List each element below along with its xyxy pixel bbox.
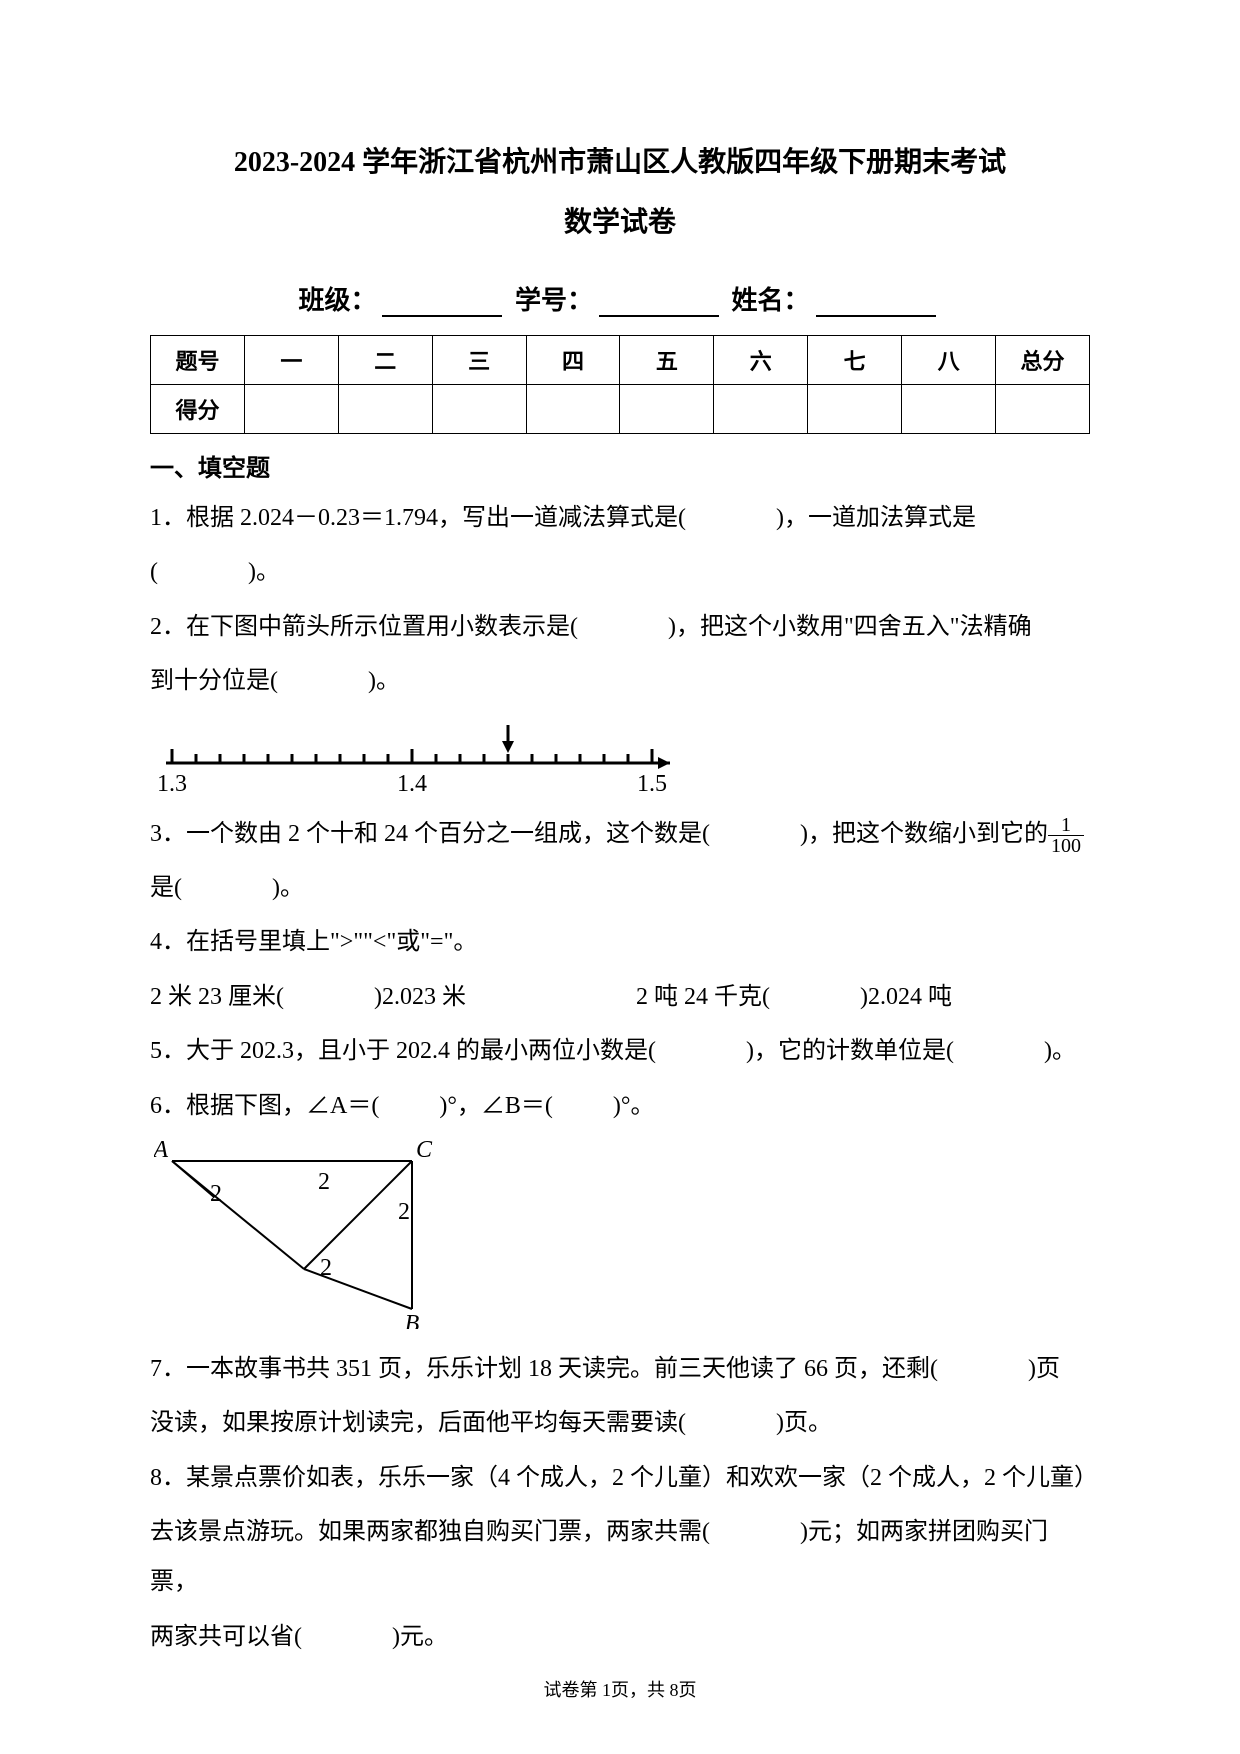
svg-text:2: 2 <box>320 1255 332 1281</box>
q3-a: 3．一个数由 2 个十和 24 个百分之一组成，这个数是( <box>150 821 710 847</box>
score-table: 题号 一 二 三 四 五 六 七 八 总分 得分 <box>150 335 1090 434</box>
q1-d: )。 <box>248 559 280 585</box>
q2-a: 2．在下图中箭头所示位置用小数表示是( <box>150 614 578 640</box>
q1-b: )，一道加法算式是 <box>776 505 976 531</box>
student-info-row: 班级： 学号： 姓名： <box>150 280 1090 317</box>
svg-text:2: 2 <box>210 1181 222 1207</box>
question-1-cont: ( )。 <box>150 547 1090 597</box>
svg-text:C: C <box>416 1139 433 1163</box>
question-4-line2: 2 米 23 厘米( )2.023 米 2 吨 24 千克( )2.024 吨 <box>150 972 1090 1022</box>
triangle-diagram: A C B 2 2 2 2 <box>154 1139 1090 1334</box>
page-title: 2023-2024 学年浙江省杭州市萧山区人教版四年级下册期末考试 <box>150 140 1090 180</box>
svg-text:B: B <box>405 1311 420 1329</box>
student-no-label: 学号： <box>515 286 593 315</box>
page-footer: 试卷第 1页，共 8页 <box>0 1676 1240 1702</box>
td-blank <box>244 385 338 434</box>
q5-c: )。 <box>1044 1038 1076 1064</box>
q5-b: )，它的计数单位是( <box>746 1038 954 1064</box>
page-subtitle: 数学试卷 <box>150 200 1090 240</box>
triangle-svg: A C B 2 2 2 2 <box>154 1139 454 1329</box>
q5-a: 5．大于 202.3，且小于 202.4 的最小两位小数是( <box>150 1038 656 1064</box>
td-blank <box>338 385 432 434</box>
number-line-diagram: 1.3 1.4 1.5 <box>158 721 688 799</box>
q3-b: )，把这个数缩小到它的 <box>800 821 1048 847</box>
class-label: 班级： <box>298 286 376 315</box>
q7-a: 7．一本故事书共 351 页，乐乐计划 18 天读完。前三天他读了 66 页，还… <box>150 1356 938 1382</box>
th-total: 总分 <box>996 336 1090 385</box>
q8-b: 去该景点游玩。如果两家都独自购买门票，两家共需( <box>150 1519 710 1545</box>
q1-c: ( <box>150 559 158 585</box>
q1-a: 1．根据 2.024－0.23＝1.794，写出一道减法算式是( <box>150 505 686 531</box>
question-2: 2．在下图中箭头所示位置用小数表示是( )，把这个小数用"四舍五入"法精确 <box>150 602 1090 652</box>
question-7-cont: 没读，如果按原计划读完，后面他平均每天需要读( )页。 <box>150 1398 1090 1448</box>
q4-c: 2 吨 24 千克( <box>636 984 770 1010</box>
student-no-blank <box>599 315 719 317</box>
th-1: 一 <box>244 336 338 385</box>
th-6: 六 <box>714 336 808 385</box>
svg-text:1.4: 1.4 <box>397 771 427 797</box>
q2-c: 到十分位是( <box>150 668 278 694</box>
th-2: 二 <box>338 336 432 385</box>
q4-a: 2 米 23 厘米( <box>150 984 284 1010</box>
th-4: 四 <box>526 336 620 385</box>
q6-b: )°，∠B＝( <box>439 1093 553 1119</box>
td-blank <box>996 385 1090 434</box>
question-3: 3．一个数由 2 个十和 24 个百分之一组成，这个数是( )，把这个数缩小到它的… <box>150 809 1090 859</box>
th-5: 五 <box>620 336 714 385</box>
q8-e: )元。 <box>392 1624 448 1650</box>
fraction: 1100 <box>1048 815 1084 856</box>
q6-a: 6．根据下图，∠A＝( <box>150 1093 379 1119</box>
th-3: 三 <box>432 336 526 385</box>
td-blank <box>526 385 620 434</box>
question-2-cont: 到十分位是( )。 <box>150 656 1090 706</box>
td-blank <box>620 385 714 434</box>
question-8-cont1: 去该景点游玩。如果两家都独自购买门票，两家共需()元；如两家拼团购买门票， <box>150 1507 1090 1608</box>
q2-d: )。 <box>368 668 400 694</box>
svg-text:A: A <box>154 1139 168 1163</box>
name-label: 姓名： <box>732 286 810 315</box>
table-row: 题号 一 二 三 四 五 六 七 八 总分 <box>151 336 1090 385</box>
q3-d: )。 <box>272 875 304 901</box>
svg-text:1.5: 1.5 <box>637 771 667 797</box>
q2-b: )，把这个小数用"四舍五入"法精确 <box>668 614 1032 640</box>
question-5: 5．大于 202.3，且小于 202.4 的最小两位小数是( )，它的计数单位是(… <box>150 1026 1090 1076</box>
q7-c: 没读，如果按原计划读完，后面他平均每天需要读( <box>150 1410 686 1436</box>
q4-b: )2.023 米 <box>374 984 466 1010</box>
q6-c: )°。 <box>613 1093 655 1119</box>
th-7: 七 <box>808 336 902 385</box>
td-blank <box>714 385 808 434</box>
q3-c: 是( <box>150 875 182 901</box>
svg-text:2: 2 <box>318 1169 330 1195</box>
question-8-cont2: 两家共可以省( )元。 <box>150 1612 1090 1662</box>
svg-text:1.3: 1.3 <box>158 771 187 797</box>
name-blank <box>816 315 936 317</box>
td-blank <box>902 385 996 434</box>
question-8: 8．某景点票价如表，乐乐一家（4 个成人，2 个儿童）和欢欢一家（2 个成人，2… <box>150 1453 1090 1503</box>
th-8: 八 <box>902 336 996 385</box>
question-7: 7．一本故事书共 351 页，乐乐计划 18 天读完。前三天他读了 66 页，还… <box>150 1344 1090 1394</box>
number-line-svg: 1.3 1.4 1.5 <box>158 721 688 799</box>
td-score-label: 得分 <box>151 385 245 434</box>
table-row: 得分 <box>151 385 1090 434</box>
q4-d: )2.024 吨 <box>860 984 952 1010</box>
q7-d: )页。 <box>776 1410 832 1436</box>
question-6: 6．根据下图，∠A＝( )°，∠B＝( )°。 <box>150 1081 1090 1131</box>
td-blank <box>808 385 902 434</box>
q8-d: 两家共可以省( <box>150 1624 302 1650</box>
section-1-title: 一、填空题 <box>150 448 1090 483</box>
fraction-num: 1 <box>1048 815 1084 836</box>
class-blank <box>382 315 502 317</box>
question-4: 4．在括号里填上">""<"或"="。 <box>150 917 1090 967</box>
td-blank <box>432 385 526 434</box>
svg-text:2: 2 <box>398 1199 410 1225</box>
question-3-cont: 是( )。 <box>150 863 1090 913</box>
question-1: 1．根据 2.024－0.23＝1.794，写出一道减法算式是( )，一道加法算式… <box>150 493 1090 543</box>
th-num: 题号 <box>151 336 245 385</box>
fraction-den: 100 <box>1048 836 1084 856</box>
q7-b: )页 <box>1028 1356 1060 1382</box>
